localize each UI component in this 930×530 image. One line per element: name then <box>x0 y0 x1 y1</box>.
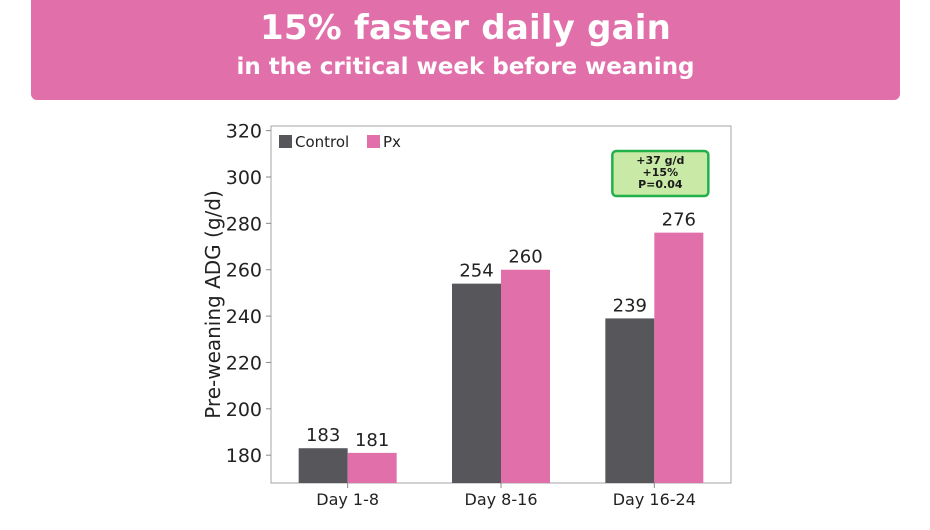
annotation-text: P=0.04 <box>638 178 683 191</box>
annotation-text: +15% <box>643 166 679 179</box>
bar-control <box>452 283 501 483</box>
value-label: 254 <box>459 261 493 282</box>
page-title: 15% faster daily gain <box>259 8 672 48</box>
annotation-text: +37 g/d <box>636 154 684 167</box>
y-tick-label: 180 <box>226 445 262 467</box>
y-tick-label: 280 <box>226 213 262 235</box>
bar-px <box>347 452 397 483</box>
y-tick-label: 220 <box>226 352 262 374</box>
legend-swatch <box>367 135 380 148</box>
y-tick-label: 240 <box>226 306 262 328</box>
y-tick-label: 260 <box>226 260 262 282</box>
value-label: 183 <box>306 425 340 446</box>
legend-swatch <box>279 135 292 148</box>
y-tick-label: 200 <box>226 399 262 421</box>
legend-label: Px <box>383 133 401 151</box>
annotation-box <box>611 149 710 198</box>
value-label: 181 <box>355 430 389 451</box>
legend-label: Control <box>295 133 349 151</box>
x-tick-label: Day 16-24 <box>613 490 696 509</box>
y-tick-label: 300 <box>226 167 262 189</box>
x-tick-label: Day 8-16 <box>465 490 538 509</box>
bar-chart: 180 200 220 240 260 280 300 320 Pre-weaning ADG … <box>201 121 732 509</box>
value-label: 276 <box>662 210 696 231</box>
x-tick-label: Day 1-8 <box>316 490 379 509</box>
y-tick-label: 320 <box>226 121 262 143</box>
header-banner: 15% faster daily gain in the critical we… <box>31 0 900 100</box>
value-label: 260 <box>508 247 542 268</box>
y-axis-label: Pre-weaning ADG (g/d) <box>201 190 225 419</box>
bar-px <box>654 232 704 483</box>
value-label: 239 <box>613 295 647 316</box>
bar-px <box>501 269 550 483</box>
bar-control <box>298 448 348 483</box>
bar-control <box>605 318 655 483</box>
page-subtitle: in the critical week before weaning <box>236 54 695 80</box>
